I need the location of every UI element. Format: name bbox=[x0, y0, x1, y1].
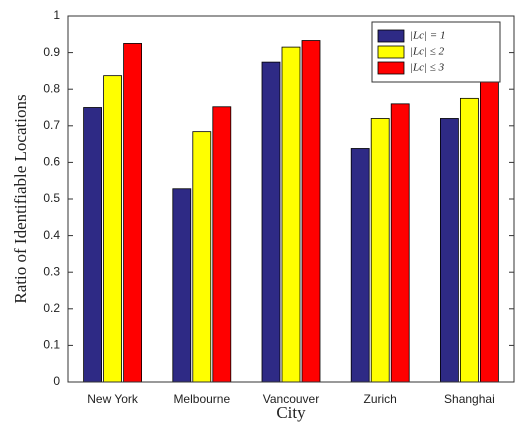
bar bbox=[192, 131, 212, 383]
bar bbox=[439, 118, 459, 383]
bar bbox=[83, 107, 102, 383]
plot-frame bbox=[67, 15, 515, 383]
y-tick-label: 0.4 bbox=[43, 228, 60, 242]
bar bbox=[172, 188, 192, 383]
legend-label: |Lc| ≤ 3 bbox=[410, 62, 445, 74]
y-tick-label: 1 bbox=[53, 8, 60, 22]
bar bbox=[212, 106, 232, 383]
y-tick-label: 0 bbox=[53, 374, 60, 388]
y-tick-label: 0.9 bbox=[43, 45, 60, 59]
legend-label: |Lc| ≤ 2 bbox=[410, 46, 445, 58]
bar bbox=[261, 61, 281, 383]
bar bbox=[103, 75, 122, 383]
x-tick-label: New York bbox=[87, 392, 139, 406]
legend-swatch bbox=[377, 29, 405, 43]
x-tick-label: Shanghai bbox=[444, 392, 495, 406]
x-axis-label: City bbox=[276, 403, 306, 422]
bar bbox=[479, 71, 499, 383]
y-tick-label: 0.5 bbox=[43, 191, 60, 205]
y-tick-label: 0.8 bbox=[43, 81, 60, 95]
bar bbox=[123, 43, 142, 383]
x-tick-label: Zurich bbox=[364, 392, 397, 406]
bar bbox=[350, 148, 370, 383]
y-tick-label: 0.1 bbox=[43, 338, 60, 352]
y-tick-label: 0.7 bbox=[43, 118, 60, 132]
bar bbox=[301, 40, 321, 383]
bar bbox=[390, 103, 410, 383]
bar bbox=[370, 118, 390, 383]
y-tick-label: 0.3 bbox=[43, 264, 60, 278]
y-axis-label: Ratio of Identifiable Locations bbox=[11, 94, 30, 303]
x-tick-label: Vancouver bbox=[263, 392, 319, 406]
y-tick-label: 0.2 bbox=[43, 301, 60, 315]
legend-swatch bbox=[377, 45, 405, 59]
legend-swatch bbox=[377, 61, 405, 75]
x-tick-label: Melbourne bbox=[173, 392, 230, 406]
y-tick-label: 0.6 bbox=[43, 155, 60, 169]
bar bbox=[281, 46, 301, 383]
legend-label: |Lc| = 1 bbox=[410, 30, 445, 42]
bar bbox=[459, 97, 479, 383]
